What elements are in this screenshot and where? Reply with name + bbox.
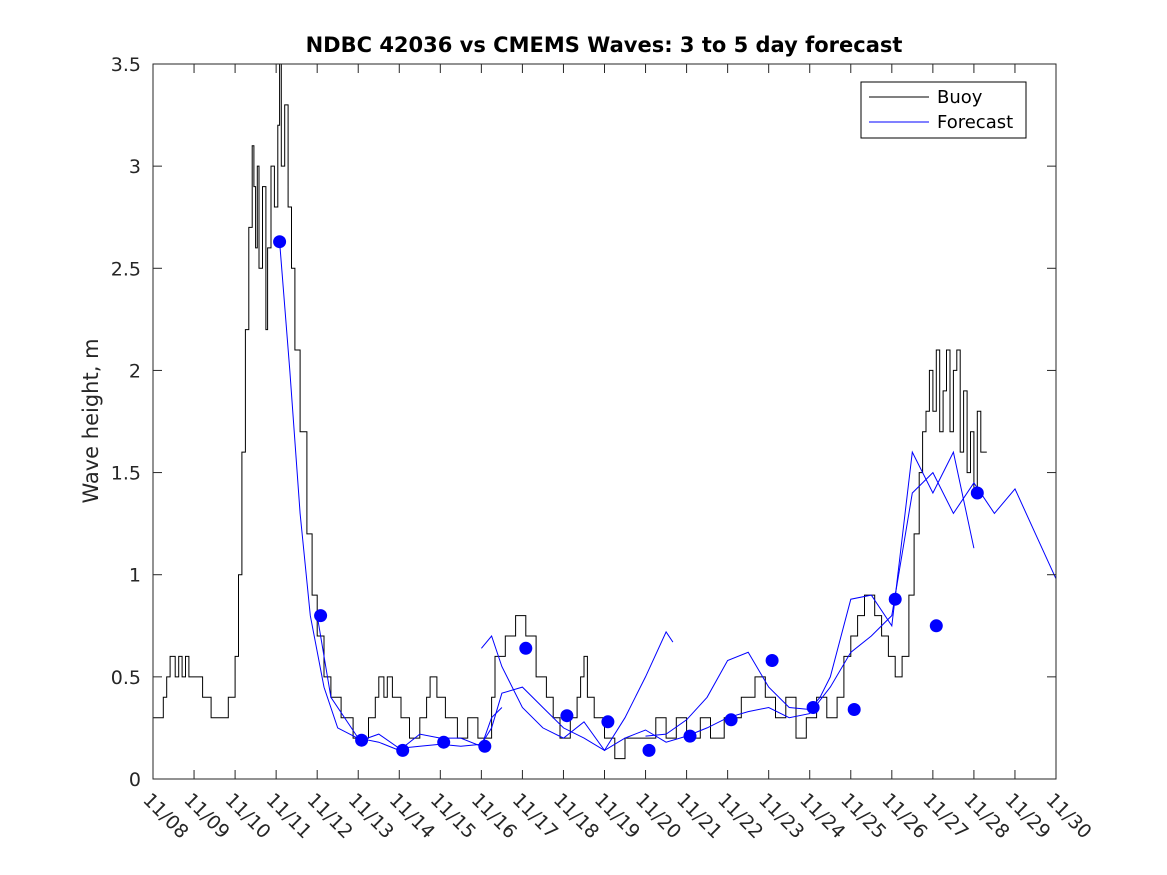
legend-label-forecast: Forecast: [937, 112, 1013, 133]
forecast-marker-1: [314, 609, 328, 623]
series-line-forecast-0: [279, 241, 1056, 751]
y-tick-label-2: 1: [129, 565, 141, 587]
y-tick-label-0: 0: [129, 769, 141, 791]
forecast-marker-5: [478, 739, 492, 753]
forecast-marker-2: [355, 733, 369, 747]
forecast-marker-10: [683, 729, 697, 743]
y-tick-label-3: 1.5: [111, 463, 141, 485]
series-line-forecast-2: [481, 630, 674, 752]
y-tick-label-4: 2: [129, 360, 141, 382]
forecast-marker-17: [970, 486, 984, 500]
forecast-marker-14: [847, 703, 861, 716]
series-group: [153, 64, 1056, 760]
forecast-marker-6: [519, 641, 533, 655]
forecast-marker-4: [437, 735, 451, 749]
forecast-marker-16: [929, 619, 943, 633]
y-tick-label-5: 2.5: [111, 258, 141, 280]
forecast-marker-0: [273, 235, 287, 249]
forecast-marker-11: [724, 713, 738, 727]
legend: Buoy Forecast: [860, 81, 1027, 139]
plot-area: [153, 64, 1056, 760]
forecast-marker-12: [765, 654, 779, 667]
forecast-marker-3: [396, 743, 410, 757]
y-tick-label-6: 3: [129, 156, 141, 178]
forecast-marker-9: [642, 743, 656, 757]
series-line-buoy: [153, 64, 987, 760]
chart-title: NDBC 42036 vs CMEMS Waves: 3 to 5 day fo…: [306, 33, 903, 57]
y-tick-label-7: 3.5: [111, 54, 141, 76]
legend-label-buoy: Buoy: [937, 87, 983, 108]
forecast-marker-8: [601, 715, 615, 729]
y-axis-label: Wave height, m: [79, 338, 103, 503]
forecast-marker-7: [560, 709, 574, 723]
forecast-marker-15: [888, 592, 902, 606]
series-line-forecast-1: [316, 615, 503, 751]
y-tick-label-1: 0.5: [111, 667, 141, 689]
legend-box: [860, 81, 1027, 139]
axes-background: [153, 64, 1056, 779]
forecast-marker-13: [806, 701, 820, 714]
